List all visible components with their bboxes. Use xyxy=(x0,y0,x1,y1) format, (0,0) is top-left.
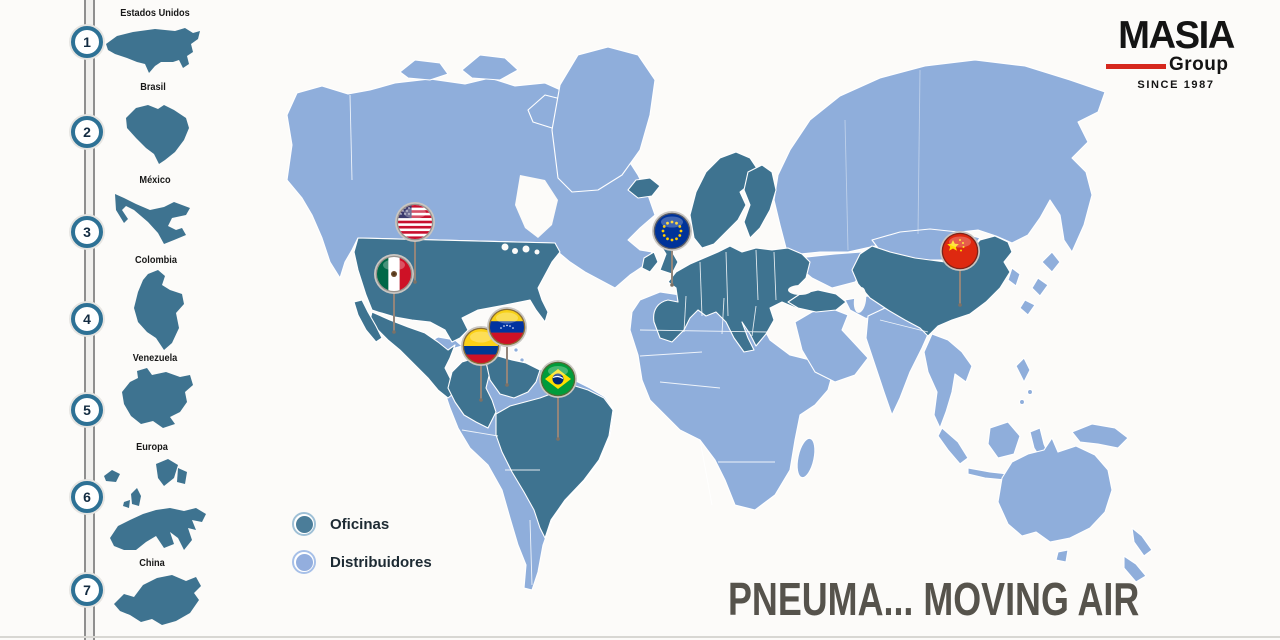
timeline-marker-2: 2 xyxy=(71,116,103,148)
landmass-russia xyxy=(773,59,1106,255)
logo-red-bar-icon xyxy=(1106,63,1166,69)
logo-sub: Group xyxy=(1169,54,1229,75)
mini-map-usa xyxy=(106,28,200,73)
timeline-marker-5: 5 xyxy=(71,394,103,426)
landmass-greenland xyxy=(551,46,656,193)
legend-item-oficinas: Oficinas xyxy=(292,510,432,538)
office-marker-icon xyxy=(292,512,316,536)
map-pin-china xyxy=(940,231,980,307)
sidebar-label-europa: Europa xyxy=(136,442,168,453)
logo-brand: MASIA xyxy=(1118,14,1235,57)
timeline-marker-3: 3 xyxy=(71,216,103,248)
bottom-border xyxy=(0,636,1280,638)
logo-since: SINCE 1987 xyxy=(1137,79,1215,91)
mini-map-europa xyxy=(104,459,206,550)
map-pin-usa xyxy=(395,202,435,284)
mini-map-brasil xyxy=(126,105,189,164)
sidebar-label-colombia: Colombia xyxy=(135,255,177,266)
timeline-marker-7: 7 xyxy=(71,574,103,606)
timeline-number: 3 xyxy=(83,224,91,240)
timeline-number: 7 xyxy=(83,582,91,598)
tagline: PNEUMA... MOVING AIR xyxy=(728,573,1140,625)
map-pin-europa xyxy=(652,211,692,287)
sidebar-label-estados-unidos: Estados Unidos xyxy=(120,8,190,19)
legend: Oficinas Distribuidores xyxy=(292,510,432,586)
landmass-madagascar xyxy=(796,437,816,479)
timeline-number: 5 xyxy=(83,402,91,418)
sidebar-label-china: China xyxy=(139,558,165,569)
timeline-number: 2 xyxy=(83,124,91,140)
map-pins xyxy=(374,202,980,441)
map-pin-brasil xyxy=(539,360,577,441)
map-pin-mexico xyxy=(374,254,414,334)
mini-map-colombia xyxy=(134,270,184,350)
map-pin-venezuela xyxy=(487,307,527,387)
timeline-marker-6: 6 xyxy=(71,481,103,513)
mini-map-mexico xyxy=(115,194,190,244)
timeline-number: 1 xyxy=(83,34,91,50)
sidebar-label-brasil: Brasil xyxy=(140,82,166,93)
legend-label-distribuidores: Distribuidores xyxy=(330,553,432,571)
legend-label-oficinas: Oficinas xyxy=(330,515,390,533)
timeline-number: 4 xyxy=(83,311,91,327)
legend-item-distribuidores: Distribuidores xyxy=(292,548,432,576)
country-borders xyxy=(349,69,929,586)
mini-map-china xyxy=(114,575,201,625)
timeline-marker-4: 4 xyxy=(71,303,103,335)
sidebar-label-venezuela: Venezuela xyxy=(132,353,178,364)
mini-map-venezuela xyxy=(122,368,193,428)
landmass-europe xyxy=(653,245,811,353)
timeline-marker-1: 1 xyxy=(71,26,103,58)
distributor-regions xyxy=(286,46,1153,591)
timeline-number: 6 xyxy=(83,489,91,505)
sidebar-label-mexico: México xyxy=(139,175,171,186)
distributor-marker-icon xyxy=(292,550,316,574)
landmass-australia xyxy=(997,437,1113,543)
lakes xyxy=(501,175,867,313)
masia-group-logo: MASIA Group SINCE 1987 xyxy=(1106,14,1246,91)
